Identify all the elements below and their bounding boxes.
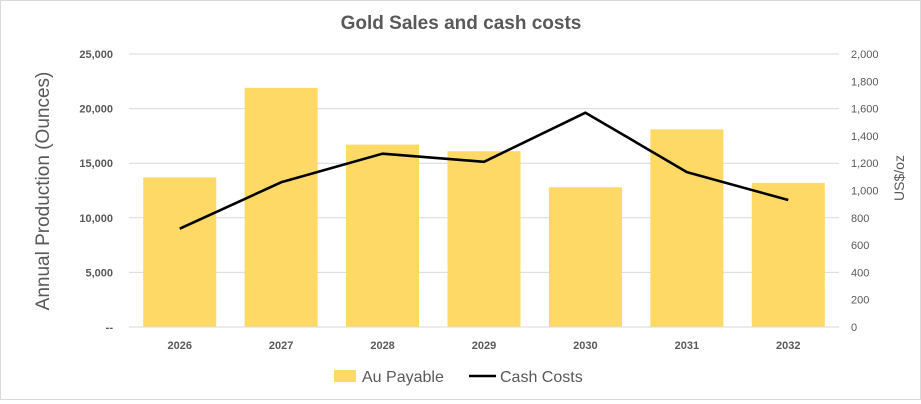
left-tick-label: 15,000 [79,158,113,170]
legend-label-cash-costs: Cash Costs [500,369,583,386]
bar [244,87,318,328]
right-tick-label: 600 [851,240,869,252]
x-tick-label: 2030 [573,340,597,352]
x-tick-label: 2029 [472,340,496,352]
cash-costs-line [179,111,789,230]
left-axis: -- 5,000 10,000 15,000 20,000 25,000 [79,49,113,334]
x-tick-label: 2032 [776,340,800,352]
legend: Au Payable Cash Costs [334,369,583,386]
right-axis-title: US$/oz [891,155,907,201]
left-tick-label: -- [106,322,114,334]
right-tick-label: 1,600 [851,104,879,116]
right-tick-label: 1,800 [851,76,879,88]
bar [548,187,622,327]
bar [143,177,217,327]
right-tick-label: 200 [851,295,869,307]
right-tick-label: 0 [851,322,857,334]
right-axis: 0 200 400 600 800 1,000 1,200 1,400 1,600 1,800 2,… [851,49,879,334]
chart-title: Gold Sales and cash costs [341,13,582,34]
right-tick-label: 2,000 [851,49,879,61]
bar-series [143,87,825,328]
bar [751,182,825,327]
bar [346,144,420,327]
left-axis-title: Annual Production (Ounces) [33,72,54,311]
left-tick-label: 25,000 [79,49,113,61]
legend-label-au-payable: Au Payable [362,369,444,386]
x-tick-label: 2028 [370,340,394,352]
right-tick-label: 1,200 [851,158,879,170]
right-tick-label: 400 [851,267,869,279]
right-tick-label: 1,400 [851,131,879,143]
right-tick-label: 1,000 [851,186,879,198]
left-tick-label: 10,000 [79,213,113,225]
x-axis: 2026 2027 2028 2029 2030 2031 2032 [129,326,839,352]
left-tick-label: 5,000 [85,267,113,279]
x-tick-label: 2031 [675,340,699,352]
legend-swatch-au-payable [334,370,356,382]
bar [650,129,724,327]
left-tick-label: 20,000 [79,104,113,116]
x-tick-label: 2026 [167,340,191,352]
bar [447,151,521,327]
x-tick-label: 2027 [269,340,293,352]
line-series [179,111,789,230]
right-tick-label: 800 [851,213,869,225]
